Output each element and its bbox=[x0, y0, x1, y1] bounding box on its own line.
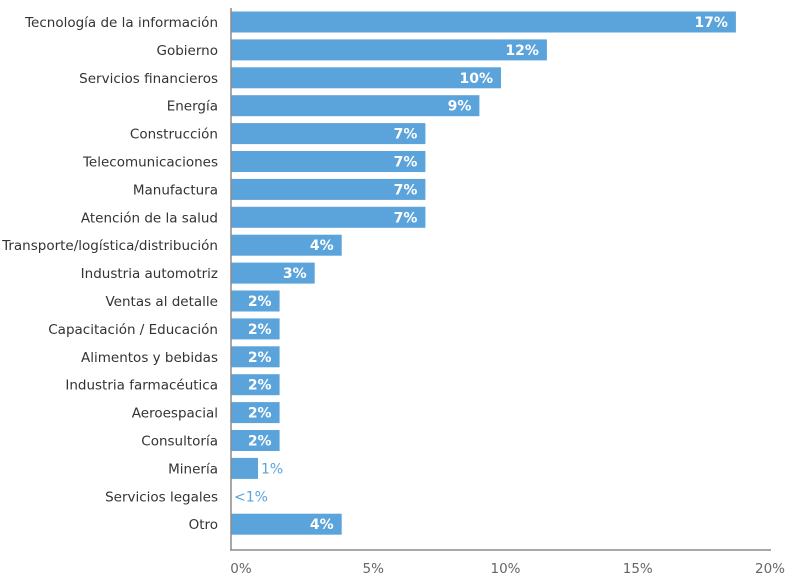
data-label: 2% bbox=[248, 294, 272, 310]
bar bbox=[231, 178, 426, 200]
data-label: 1% bbox=[261, 461, 283, 477]
category-label: Transporte/logística/distribución bbox=[1, 238, 218, 254]
x-tick-label: 15% bbox=[623, 561, 653, 577]
bar bbox=[231, 318, 280, 340]
data-label: 4% bbox=[310, 517, 334, 533]
category-label: Otro bbox=[189, 517, 218, 533]
bar bbox=[231, 513, 342, 535]
x-tick-label: 20% bbox=[755, 561, 785, 577]
bar bbox=[231, 234, 342, 256]
bar bbox=[231, 206, 426, 228]
category-label: Construcción bbox=[130, 127, 218, 143]
bar bbox=[231, 346, 280, 368]
category-label: Tecnología de la información bbox=[24, 15, 218, 31]
category-label: Consultoría bbox=[141, 434, 218, 450]
category-label: Industria automotriz bbox=[81, 266, 218, 282]
category-label: Capacitación / Educación bbox=[48, 322, 218, 338]
bar bbox=[231, 123, 426, 145]
data-label: 10% bbox=[459, 71, 493, 87]
data-label: 9% bbox=[448, 99, 472, 115]
category-label: Telecomunicaciones bbox=[82, 155, 218, 171]
x-tick-labels: 0% 5% 10% 15% 20% bbox=[230, 561, 785, 577]
data-label: 7% bbox=[394, 155, 418, 171]
bar bbox=[231, 290, 280, 312]
category-label: Minería bbox=[168, 461, 218, 477]
data-label: 4% bbox=[310, 238, 334, 254]
bar bbox=[231, 95, 480, 117]
category-label: Servicios legales bbox=[105, 489, 218, 505]
data-label: 2% bbox=[248, 350, 272, 366]
x-tick-label: 10% bbox=[490, 561, 520, 577]
category-label: Industria farmacéutica bbox=[65, 378, 218, 394]
category-label: Alimentos y bebidas bbox=[81, 350, 218, 366]
bars: Tecnología de la información 17% Gobierno 1… bbox=[1, 11, 736, 535]
category-label: Ventas al detalle bbox=[105, 294, 218, 310]
data-label: 2% bbox=[248, 322, 272, 338]
category-label: Aeroespacial bbox=[132, 406, 218, 422]
data-label: 2% bbox=[248, 434, 272, 450]
data-label: 3% bbox=[283, 266, 307, 282]
data-label: 12% bbox=[505, 43, 539, 59]
category-label: Energía bbox=[167, 99, 218, 115]
data-label: 17% bbox=[694, 15, 728, 31]
bar bbox=[231, 430, 280, 451]
bar bbox=[231, 374, 280, 396]
data-label: 2% bbox=[248, 378, 272, 394]
data-label: 2% bbox=[248, 406, 272, 422]
category-label: Manufactura bbox=[133, 182, 218, 198]
bar bbox=[231, 262, 315, 284]
data-label: 7% bbox=[394, 210, 418, 226]
data-label: 7% bbox=[394, 182, 418, 198]
x-tick-label: 0% bbox=[230, 561, 252, 577]
bar bbox=[231, 39, 547, 61]
category-label: Servicios financieros bbox=[79, 71, 218, 87]
bar bbox=[231, 457, 258, 479]
category-label: Gobierno bbox=[157, 43, 218, 59]
bar bbox=[231, 67, 501, 89]
category-label: Atención de la salud bbox=[81, 210, 218, 226]
bar bbox=[231, 151, 426, 172]
data-label: 7% bbox=[394, 127, 418, 143]
x-tick-label: 5% bbox=[363, 561, 385, 577]
bar bbox=[231, 11, 736, 33]
bar bbox=[231, 402, 280, 424]
data-label: <1% bbox=[234, 489, 268, 505]
